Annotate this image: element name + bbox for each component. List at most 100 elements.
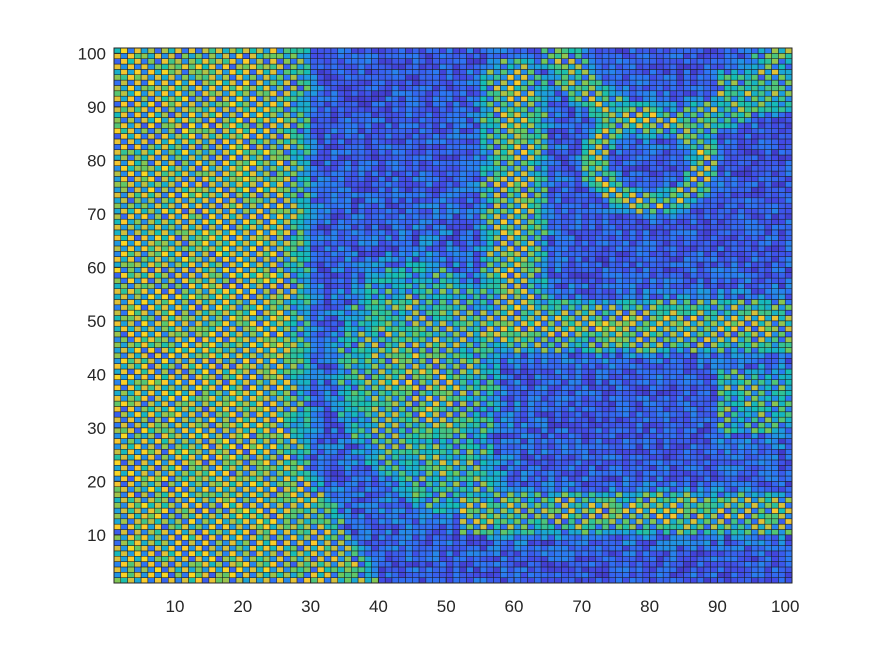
heatmap-cell bbox=[290, 272, 298, 279]
heatmap-cell bbox=[371, 170, 379, 177]
heatmap-cell bbox=[222, 122, 230, 129]
heatmap-cell bbox=[181, 261, 189, 268]
heatmap-cell bbox=[174, 556, 183, 562]
heatmap-cell bbox=[222, 331, 230, 338]
heatmap-cell bbox=[323, 320, 332, 327]
heatmap-cell bbox=[174, 358, 183, 364]
heatmap-cell bbox=[398, 465, 406, 471]
heatmap-cell bbox=[310, 154, 318, 161]
heatmap-cell bbox=[330, 304, 338, 311]
heatmap-cell bbox=[364, 374, 372, 380]
heatmap-cell bbox=[181, 577, 189, 584]
heatmap-cell bbox=[330, 315, 338, 322]
heatmap-cell bbox=[127, 384, 135, 391]
heatmap-cell bbox=[391, 213, 400, 220]
heatmap-cell bbox=[378, 454, 386, 461]
heatmap-cell bbox=[201, 197, 210, 204]
heatmap-cell bbox=[140, 390, 149, 396]
heatmap-cell bbox=[344, 529, 352, 536]
heatmap-cell bbox=[323, 122, 332, 129]
heatmap-cell bbox=[256, 79, 264, 86]
heatmap-cell bbox=[317, 95, 325, 102]
heatmap-cell bbox=[351, 79, 359, 86]
heatmap-cell bbox=[249, 176, 257, 182]
heatmap-cell bbox=[384, 90, 393, 97]
heatmap-cell bbox=[215, 229, 223, 236]
heatmap-cell bbox=[296, 379, 305, 386]
heatmap-cell bbox=[120, 572, 128, 578]
heatmap-cell bbox=[181, 235, 189, 241]
heatmap-cell bbox=[357, 181, 366, 188]
heatmap-cell bbox=[249, 63, 257, 70]
heatmap-cell bbox=[249, 374, 257, 380]
heatmap-cell bbox=[418, 144, 427, 150]
heatmap-cell bbox=[276, 202, 284, 209]
heatmap-cell bbox=[147, 138, 155, 145]
heatmap-cell bbox=[290, 406, 298, 413]
heatmap-cell bbox=[276, 481, 284, 487]
heatmap-cell bbox=[357, 283, 366, 289]
heatmap-cell bbox=[174, 497, 183, 503]
heatmap-cell bbox=[425, 261, 433, 268]
heatmap-cell bbox=[378, 513, 386, 520]
heatmap-cell bbox=[276, 534, 284, 541]
heatmap-cell bbox=[147, 406, 155, 413]
heatmap-cell bbox=[344, 53, 352, 59]
heatmap-cell bbox=[195, 245, 203, 252]
heatmap-cell bbox=[195, 101, 203, 108]
heatmap-cell bbox=[439, 197, 447, 204]
heatmap-cell bbox=[384, 459, 393, 466]
heatmap-cell bbox=[357, 556, 366, 562]
heatmap-cell bbox=[262, 572, 271, 578]
heatmap-cell bbox=[134, 63, 142, 70]
heatmap-cell bbox=[364, 47, 372, 54]
heatmap-cell bbox=[330, 438, 338, 445]
heatmap-cell bbox=[425, 197, 433, 204]
heatmap-cell bbox=[398, 283, 406, 289]
heatmap-cell bbox=[323, 486, 332, 493]
heatmap-cell bbox=[188, 277, 196, 284]
heatmap-cell bbox=[398, 267, 406, 273]
heatmap-cell bbox=[378, 74, 386, 81]
heatmap-cell bbox=[249, 47, 257, 54]
heatmap-cell bbox=[412, 144, 420, 150]
heatmap-cell bbox=[357, 395, 366, 402]
heatmap-cell bbox=[276, 197, 284, 204]
heatmap-cell bbox=[405, 550, 413, 557]
heatmap-cell bbox=[425, 336, 433, 343]
heatmap-cell bbox=[242, 374, 250, 380]
heatmap-cell bbox=[134, 208, 142, 215]
heatmap-cell bbox=[127, 176, 135, 182]
heatmap-cell bbox=[357, 566, 366, 573]
heatmap-cell bbox=[208, 245, 216, 252]
heatmap-cell bbox=[269, 63, 277, 70]
heatmap-cell bbox=[269, 90, 277, 97]
heatmap-cell bbox=[351, 502, 359, 509]
heatmap-cell bbox=[384, 170, 393, 177]
heatmap-cell bbox=[249, 251, 257, 257]
heatmap-cell bbox=[303, 63, 311, 70]
heatmap-cell bbox=[310, 229, 318, 236]
heatmap-cell bbox=[167, 502, 176, 509]
heatmap-cell bbox=[222, 69, 230, 76]
heatmap-cell bbox=[384, 309, 393, 316]
heatmap-cell bbox=[208, 336, 216, 343]
heatmap-cell bbox=[120, 299, 128, 306]
heatmap-cell bbox=[140, 85, 149, 92]
heatmap-cell bbox=[364, 454, 372, 461]
heatmap-cell bbox=[140, 486, 149, 493]
heatmap-cell bbox=[161, 454, 169, 461]
heatmap-cell bbox=[344, 577, 352, 584]
heatmap-cell bbox=[167, 117, 176, 124]
heatmap-cell bbox=[439, 176, 447, 182]
heatmap-cell bbox=[134, 384, 142, 391]
heatmap-cell bbox=[276, 395, 284, 402]
heatmap-cell bbox=[195, 475, 203, 482]
heatmap-cell bbox=[351, 69, 359, 76]
heatmap-cell bbox=[384, 454, 393, 461]
heatmap-cell bbox=[330, 53, 338, 59]
heatmap-cell bbox=[249, 192, 257, 199]
heatmap-cell bbox=[439, 122, 447, 129]
heatmap-cell bbox=[167, 507, 176, 514]
heatmap-cell bbox=[235, 518, 244, 525]
